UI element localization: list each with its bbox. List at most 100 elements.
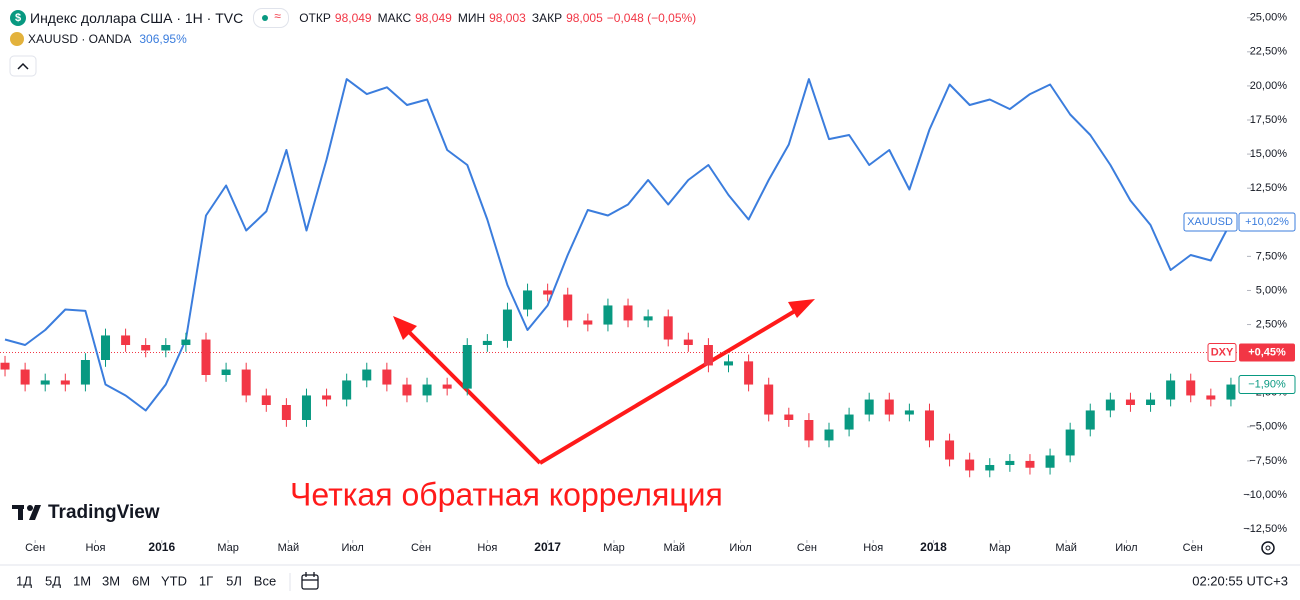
y-tick-label: 5,00% <box>1256 284 1287 296</box>
candle-body <box>643 316 653 321</box>
brand: TradingView <box>48 502 160 523</box>
range-button[interactable]: 3М <box>102 573 120 588</box>
price-label-box <box>1238 212 1296 232</box>
candle-body <box>945 440 955 460</box>
candle-body <box>884 399 894 415</box>
candle-body <box>362 369 372 381</box>
range-button[interactable]: 1Д <box>16 573 32 588</box>
compare-icon <box>10 32 24 46</box>
y-tick-label: 15,00% <box>1250 148 1288 160</box>
candle-body <box>40 380 50 385</box>
price-label-name: XAUUSD <box>1187 216 1233 228</box>
candle-body <box>161 345 171 351</box>
candle-body <box>1045 455 1055 468</box>
candle-body <box>342 380 352 400</box>
candle-body <box>724 361 734 366</box>
candle-body <box>382 369 392 385</box>
candle-body <box>281 405 291 420</box>
y-tick-label: 2,50% <box>1256 318 1287 330</box>
y-tick-label: 22,50% <box>1250 46 1288 58</box>
range-button[interactable]: YTD <box>161 573 187 588</box>
x-tick-label: Ноя <box>477 542 497 554</box>
candle-body <box>523 290 533 310</box>
compare-title: XAUUSD · OANDA <box>28 32 132 46</box>
candle-body <box>462 345 472 389</box>
x-tick-label: Сен <box>25 542 45 554</box>
candle-body <box>1206 395 1216 400</box>
candle-body <box>543 290 553 295</box>
y-tick-label: 12,50% <box>1250 182 1288 194</box>
x-tick-label: 2016 <box>148 540 175 554</box>
candle-body <box>924 410 934 441</box>
legend-title: Индекс доллара США · 1Н · TVC <box>30 10 244 26</box>
y-tick-label: 17,50% <box>1250 114 1288 126</box>
settings-icon[interactable] <box>1261 541 1275 555</box>
legend-low: 98,003 <box>489 11 526 25</box>
x-tick-label: Май <box>1055 542 1077 554</box>
price-label: XAUUSD +10,02% <box>1183 212 1296 232</box>
x-tick-label: Май <box>663 542 685 554</box>
candle-body <box>402 384 412 396</box>
candle-body <box>563 294 573 321</box>
x-tick-label: Мар <box>989 542 1011 554</box>
legend-close: 98,005 <box>566 11 603 25</box>
candle-body <box>181 339 191 345</box>
legend-open: 98,049 <box>334 11 372 25</box>
candle-body <box>744 361 754 385</box>
range-button[interactable]: 6М <box>132 573 150 588</box>
legend-compare: XAUUSD · OANDA 306,95% <box>10 32 187 46</box>
candle-body <box>703 345 713 366</box>
candle-body <box>301 395 311 420</box>
x-tick-label: Ноя <box>863 542 883 554</box>
candle-body <box>864 399 874 415</box>
y-tick-label: −7,50% <box>1249 455 1287 467</box>
candle-body <box>0 362 10 370</box>
candle-body <box>60 380 70 385</box>
candle-body <box>322 395 332 400</box>
legend-pill[interactable]: ≈ <box>253 8 290 28</box>
legend-close-label: ЗАКР <box>531 11 563 25</box>
candle-body <box>804 420 814 441</box>
candle-body <box>121 335 131 345</box>
range-button[interactable]: 1Г <box>199 573 213 588</box>
legend-low-label: МИН <box>457 11 486 25</box>
symbol-icon: $ <box>10 10 26 26</box>
candle-body <box>482 340 492 345</box>
y-tick-label: −12,50% <box>1243 523 1287 535</box>
candle-body <box>764 384 774 415</box>
range-button[interactable]: 1М <box>73 573 91 588</box>
candle-body <box>784 414 794 420</box>
reference-name: DXY <box>1211 346 1234 358</box>
date-range-icon[interactable] <box>301 572 319 590</box>
candle-body <box>101 335 111 360</box>
reference-label-box <box>1239 343 1295 362</box>
collapse-button[interactable] <box>9 55 37 77</box>
candle-body <box>201 339 211 375</box>
x-tick-label: Ноя <box>85 542 105 554</box>
candle-body <box>583 320 593 325</box>
candle-body <box>261 395 271 405</box>
candle-body <box>141 345 151 351</box>
x-tick-label: Сен <box>411 542 431 554</box>
candle-body <box>844 414 854 430</box>
brand-logo <box>12 505 41 520</box>
candle-body <box>623 305 633 321</box>
x-tick-label: Июл <box>342 542 364 554</box>
candle-body <box>80 360 90 385</box>
x-tick-label: Мар <box>603 542 625 554</box>
candle-body <box>422 384 432 396</box>
y-tick-label: 7,50% <box>1256 250 1287 262</box>
candle-body <box>502 309 512 341</box>
x-tick-label: Сен <box>1183 542 1203 554</box>
candle-body <box>442 384 452 389</box>
range-button[interactable]: Все <box>254 573 276 588</box>
price-label-box <box>1238 375 1296 395</box>
range-button[interactable]: 5Л <box>226 573 242 588</box>
range-button[interactable]: 5Д <box>45 573 61 588</box>
legend-high: 98,049 <box>415 11 452 25</box>
candle-body <box>904 410 914 415</box>
candle-body <box>1105 399 1115 411</box>
candle-body <box>683 339 693 345</box>
x-tick-label: Май <box>278 542 300 554</box>
